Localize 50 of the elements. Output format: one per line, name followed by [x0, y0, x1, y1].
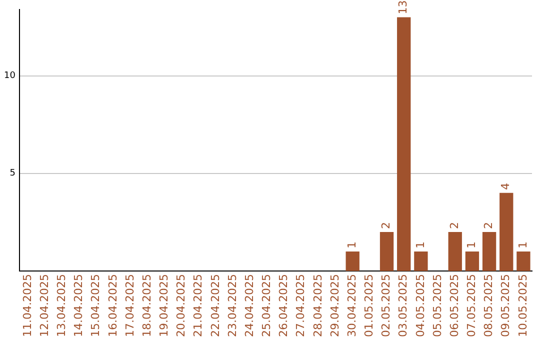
bar [397, 17, 411, 272]
bar [465, 251, 480, 272]
x-tick-label: 21.04.2025 [192, 274, 205, 338]
data-label: 1 [516, 241, 530, 248]
x-tick-label: 10.05.2025 [516, 274, 530, 338]
x-tick-label: 22.04.2025 [208, 274, 222, 338]
x-tick-label: 06.05.2025 [448, 274, 461, 338]
x-tick-label: 13.04.2025 [55, 274, 68, 338]
x-tick-label: 17.04.2025 [123, 274, 136, 338]
data-label: 1 [465, 241, 478, 248]
x-tick-label: 03.05.2025 [396, 274, 410, 338]
x-tick-label: 26.04.2025 [277, 274, 290, 338]
x-tick-label: 08.05.2025 [482, 274, 496, 338]
bar [380, 232, 394, 272]
x-tick-label: 09.05.2025 [499, 274, 512, 338]
x-tick-label: 04.05.2025 [414, 274, 427, 338]
data-label: 2 [482, 222, 496, 229]
x-tick-label: 30.04.2025 [345, 274, 358, 338]
x-tick-label: 01.05.2025 [362, 274, 376, 338]
x-tick-label: 28.04.2025 [311, 274, 324, 338]
x-tick-label: 11.04.2025 [20, 274, 34, 338]
x-tick-label: 05.05.2025 [430, 274, 444, 338]
y-tick-label: 10 [4, 71, 16, 82]
x-tick-label: 27.04.2025 [294, 274, 308, 338]
x-tick-label: 15.04.2025 [89, 274, 102, 338]
y-tick-label: 5 [10, 168, 16, 179]
bar [516, 251, 530, 272]
x-tick-label: 16.04.2025 [106, 274, 120, 338]
x-tick-label: 18.04.2025 [140, 274, 154, 338]
data-label: 2 [380, 222, 393, 229]
x-tick-label: 29.04.2025 [328, 274, 342, 338]
x-tick-label: 25.04.2025 [260, 274, 274, 338]
data-label: 4 [499, 182, 512, 190]
data-label: 1 [414, 241, 427, 248]
x-tick-label: 07.05.2025 [465, 274, 478, 338]
data-label: 1 [345, 241, 358, 248]
x-tick-label: 14.04.2025 [72, 274, 86, 338]
bar [500, 192, 514, 272]
x-tick-label: 23.04.2025 [226, 274, 239, 338]
bar [414, 251, 428, 272]
bar [448, 232, 462, 272]
data-label: 13 [396, 0, 410, 14]
data-label: 2 [448, 222, 461, 229]
x-tick-label: 12.04.2025 [38, 274, 51, 338]
bar [482, 232, 496, 272]
x-tick-label: 24.04.2025 [242, 274, 256, 338]
bar [346, 251, 360, 272]
x-tick-label: 02.05.2025 [380, 274, 393, 338]
x-tick-label: 19.04.2025 [158, 274, 171, 338]
x-tick-label: 20.04.2025 [174, 274, 188, 338]
